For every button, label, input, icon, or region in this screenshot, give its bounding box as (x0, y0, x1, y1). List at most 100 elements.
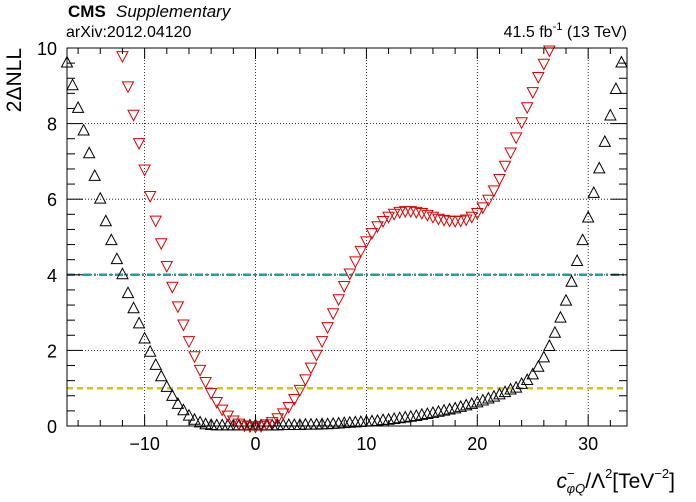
data-point (565, 274, 578, 287)
data-point (360, 236, 373, 249)
data-point (559, 293, 573, 306)
data-point (570, 254, 584, 266)
data-point (515, 117, 528, 130)
cms-label: CMS (68, 2, 106, 21)
plot-frame (66, 47, 628, 427)
data-point (149, 215, 163, 228)
y-tick-label: 2 (47, 341, 57, 361)
x-axis-title: c− φQ/Λ2[TeV−2] (557, 466, 676, 496)
data-point (493, 387, 506, 400)
data-point (604, 108, 617, 121)
data-point (487, 185, 501, 198)
data-point (365, 414, 379, 427)
data-series (60, 45, 628, 434)
y-axis-title: 2ΔNLL (3, 48, 26, 112)
data-point (326, 416, 340, 429)
data-point (548, 325, 562, 338)
data-point (287, 418, 301, 431)
data-point (293, 384, 307, 397)
data-point (260, 419, 273, 432)
data-point (537, 58, 551, 71)
y-tick-label: 10 (37, 39, 57, 59)
data-point (188, 412, 201, 425)
data-point (543, 339, 556, 352)
data-point (332, 294, 346, 307)
data-point (426, 211, 440, 224)
data-point (448, 401, 462, 414)
data-point (193, 415, 207, 428)
data-point (254, 420, 268, 433)
data-point (177, 319, 190, 332)
data-point (581, 210, 595, 223)
data-point (154, 369, 168, 382)
data-point (71, 100, 85, 113)
data-point (382, 211, 395, 224)
data-point (493, 174, 506, 186)
data-point (215, 418, 229, 431)
data-point (315, 336, 329, 349)
data-point (105, 233, 118, 246)
data-point (615, 55, 628, 68)
y-tick-label: 4 (47, 266, 57, 286)
data-point (210, 397, 224, 409)
axis-ticks: −10 0 10 20 30 0 2 4 6 8 10 (37, 39, 627, 454)
data-point (421, 209, 434, 222)
data-point (171, 396, 185, 409)
data-point (132, 316, 146, 329)
series-triangle-down (116, 45, 556, 434)
data-point (587, 185, 601, 198)
data-point (232, 418, 246, 431)
arxiv-reference: arXiv:2012.04120 (66, 24, 192, 41)
data-point (459, 214, 473, 227)
data-point (310, 349, 323, 362)
data-point (387, 208, 401, 221)
x-tick-label: 20 (467, 434, 487, 454)
data-point (276, 408, 290, 421)
data-point (271, 413, 285, 426)
y-tick-label: 0 (47, 417, 57, 437)
data-point (415, 208, 429, 220)
data-point (476, 202, 490, 215)
data-point (166, 388, 179, 401)
data-point (376, 215, 390, 228)
data-point (116, 267, 129, 280)
data-point (554, 310, 567, 323)
data-point (509, 380, 523, 393)
data-point (160, 260, 174, 273)
data-point (310, 417, 323, 430)
data-point (592, 161, 606, 174)
series-triangle-up (60, 55, 628, 431)
data-point (454, 399, 467, 412)
data-point (504, 382, 517, 395)
data-point (526, 87, 540, 100)
data-point (99, 214, 113, 227)
data-point (199, 376, 212, 389)
data-point (121, 81, 135, 94)
data-point (138, 164, 151, 177)
data-point (215, 404, 229, 417)
y-tick-label: 6 (47, 190, 57, 210)
data-point (348, 415, 362, 428)
data-point (526, 367, 540, 380)
data-point (77, 123, 90, 136)
data-point (531, 359, 545, 372)
data-point (265, 417, 279, 430)
data-point (210, 418, 224, 431)
data-point (138, 331, 151, 344)
data-point (443, 215, 456, 228)
data-point (143, 344, 157, 357)
data-point (193, 364, 207, 377)
data-point (321, 417, 334, 430)
x-tick-label: 0 (251, 434, 261, 454)
data-point (132, 138, 146, 151)
data-point (598, 134, 612, 147)
data-point (343, 268, 357, 281)
data-point (171, 301, 185, 314)
data-point (459, 398, 473, 411)
data-point (465, 211, 479, 224)
data-point (576, 233, 589, 246)
data-point (304, 417, 318, 430)
data-point (121, 286, 135, 299)
data-point (282, 418, 296, 431)
